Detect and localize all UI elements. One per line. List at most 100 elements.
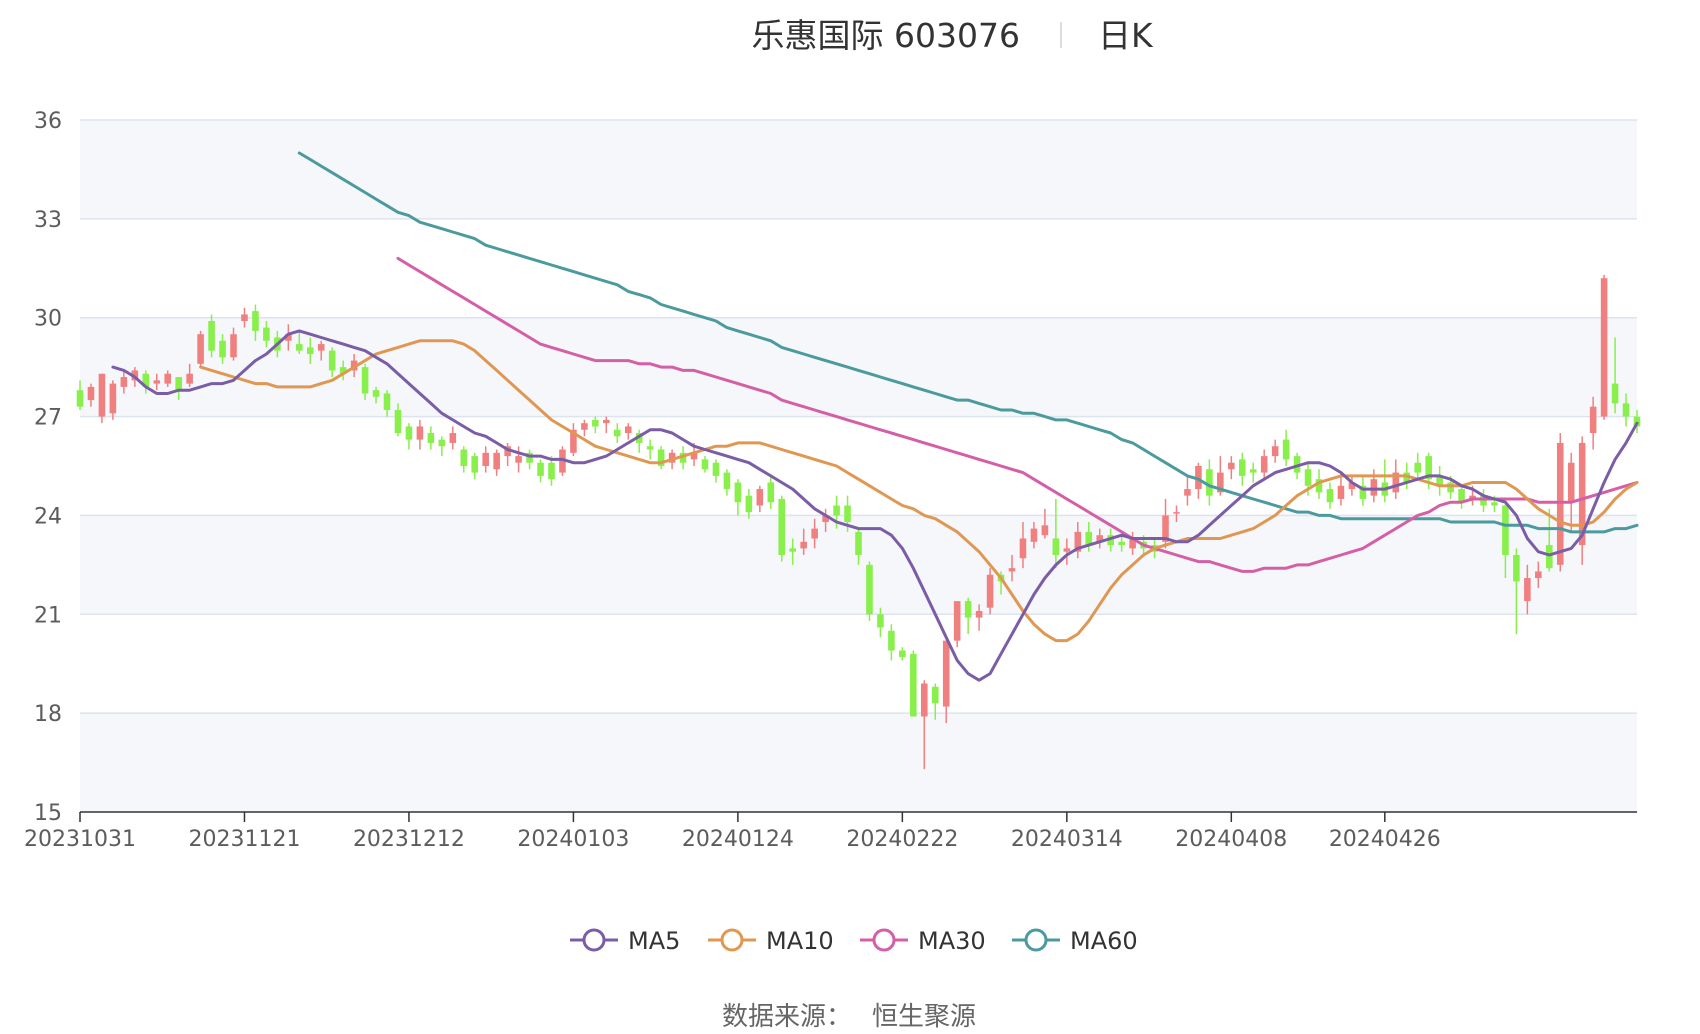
candle-body <box>1085 531 1093 546</box>
candle-body <box>1502 505 1509 555</box>
x-tick-label: 20240124 <box>682 827 794 852</box>
candle-body <box>855 531 862 555</box>
candle-body <box>383 393 391 410</box>
candle <box>339 360 347 381</box>
candle-body <box>756 489 764 506</box>
candle-body <box>1370 479 1378 496</box>
candle <box>624 423 632 440</box>
candle <box>1348 475 1356 496</box>
candle-body <box>668 452 676 463</box>
candle-body <box>1096 535 1104 542</box>
candle <box>899 647 906 661</box>
candle <box>1096 528 1104 549</box>
y-tick-label: 36 <box>34 109 62 134</box>
candle-body <box>471 456 479 473</box>
candle-body <box>219 340 226 358</box>
candle <box>778 495 786 562</box>
candle-body <box>230 334 237 358</box>
candle-body <box>986 574 994 608</box>
x-tick-label: 20240408 <box>1175 827 1287 852</box>
candle-body <box>964 601 972 618</box>
candle-body <box>405 426 413 440</box>
candle-body <box>328 350 336 371</box>
candle <box>372 386 380 404</box>
candle-body <box>1282 439 1290 460</box>
candle-body <box>1414 462 1421 473</box>
candle <box>306 337 314 364</box>
candle <box>877 607 884 638</box>
candle-body <box>449 433 457 443</box>
legend-marker <box>1024 928 1048 952</box>
candle <box>570 423 577 457</box>
candle-body <box>76 390 84 407</box>
candle-body <box>1304 469 1312 486</box>
candle <box>241 307 248 328</box>
candle-body <box>953 601 961 641</box>
candle-body <box>1293 456 1301 473</box>
candle-body <box>285 334 292 341</box>
candle <box>405 423 413 450</box>
y-tick-label: 18 <box>34 702 62 727</box>
candle-body <box>1436 475 1443 486</box>
candle <box>208 314 215 358</box>
candle <box>164 370 172 387</box>
candle-body <box>164 373 172 384</box>
candle-body <box>1129 538 1136 549</box>
candle <box>734 479 742 516</box>
candle-body <box>427 433 435 443</box>
legend-label: MA60 <box>1070 927 1138 955</box>
candle-body <box>920 683 928 717</box>
candle <box>1184 475 1191 506</box>
candle-body <box>1030 528 1038 542</box>
candle <box>263 321 270 348</box>
candle-body <box>1359 485 1367 499</box>
x-tick-label: 20240103 <box>517 827 629 852</box>
candle <box>1414 452 1421 480</box>
candle <box>416 419 424 450</box>
candle-body <box>1249 469 1257 473</box>
candle <box>361 363 369 401</box>
candle <box>581 419 588 437</box>
candle-body <box>570 429 577 453</box>
candle <box>1008 554 1016 582</box>
candle-body <box>482 452 489 466</box>
candle <box>153 373 161 391</box>
candle <box>1085 522 1093 552</box>
candle-body <box>252 311 259 331</box>
candle-body <box>1063 548 1071 552</box>
legend-marker <box>720 928 744 952</box>
candle <box>1611 337 1619 414</box>
candle-body <box>1337 485 1345 499</box>
candle-body <box>526 452 533 463</box>
candle <box>219 334 226 364</box>
candle <box>789 538 797 565</box>
legend-item: MA5 <box>570 927 680 955</box>
candle-body <box>800 541 807 549</box>
candle <box>931 683 939 720</box>
candle-body <box>581 423 588 430</box>
candle-body <box>712 462 720 476</box>
candle-body <box>931 686 939 704</box>
x-tick-label: 20231212 <box>353 827 465 852</box>
candle-body <box>537 462 544 476</box>
candle <box>855 528 862 565</box>
candle <box>438 436 446 457</box>
candle <box>197 330 204 368</box>
candle-body <box>1162 515 1169 542</box>
chart-title-period: 日K <box>1098 16 1154 55</box>
candle-body <box>1556 442 1564 565</box>
candle <box>1228 456 1235 480</box>
candle-body <box>1217 472 1224 493</box>
candle-body <box>1118 541 1125 546</box>
candle-body <box>877 614 884 628</box>
y-tick-label: 33 <box>34 208 62 233</box>
candle-body <box>296 344 303 351</box>
candle <box>493 449 500 476</box>
candle <box>657 446 665 470</box>
source-label: 数据来源： <box>722 1002 852 1032</box>
candle-body <box>1535 571 1542 579</box>
candle <box>1129 531 1136 555</box>
candle <box>745 489 753 519</box>
candle <box>613 423 621 443</box>
